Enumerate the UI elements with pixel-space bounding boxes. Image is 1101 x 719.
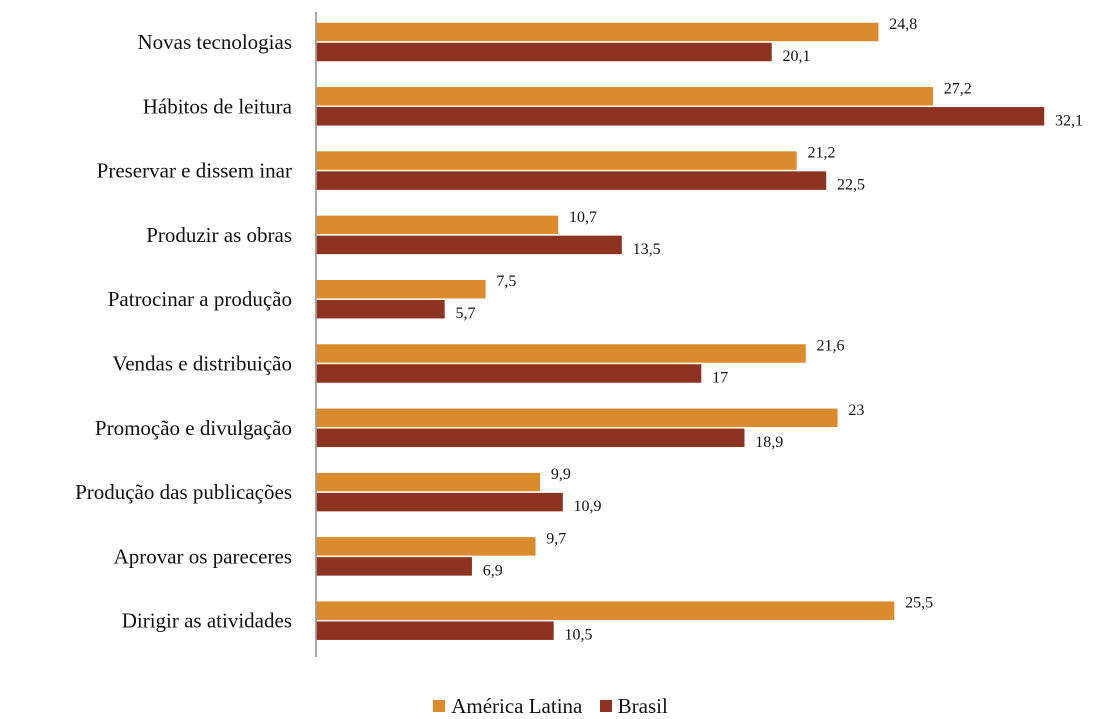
category-labels: Novas tecnologias Hábitos de leitura Prese… xyxy=(75,30,293,633)
bar-america-latina-novas-tecnologias xyxy=(315,21,880,43)
bar-america-latina-producao-das-publicacoes xyxy=(315,471,542,493)
value-label-america-latina-producao-das-publicacoes: 9,9 xyxy=(551,466,571,483)
bar-america-latina-patrocinar-a-producao xyxy=(315,278,488,300)
legend: América Latina Brasil xyxy=(0,693,1101,719)
bars xyxy=(315,21,1046,642)
value-label-america-latina-habitos-de-leitura: 27,2 xyxy=(944,80,972,97)
bar-america-latina-dirigir-as-atividades xyxy=(315,599,896,622)
legend-label-america-latina: América Latina xyxy=(451,693,583,718)
category-label-aprovar-os-pareceres: Aprovar os pareceres xyxy=(114,544,292,568)
value-label-america-latina-novas-tecnologias: 24,8 xyxy=(889,16,917,33)
value-label-america-latina-vendas-e-distribuicao: 21,6 xyxy=(817,338,845,355)
bar-america-latina-aprovar-os-pareceres xyxy=(315,535,538,558)
value-label-brasil-produzir-as-obras: 13,5 xyxy=(633,241,661,258)
bar-brasil-habitos-de-leitura xyxy=(315,105,1046,128)
value-label-america-latina-dirigir-as-atividades: 25,5 xyxy=(905,595,933,612)
value-label-america-latina-preservar-e-dissem-inar: 21,2 xyxy=(807,145,835,162)
category-label-novas-tecnologias: Novas tecnologias xyxy=(137,30,292,54)
bar-brasil-producao-das-publicacoes xyxy=(315,491,565,513)
value-label-america-latina-promocao-e-divulgacao: 23 xyxy=(848,402,864,419)
value-label-america-latina-aprovar-os-pareceres: 9,7 xyxy=(546,530,566,547)
bar-america-latina-vendas-e-distribuicao xyxy=(315,342,808,365)
value-label-america-latina-produzir-as-obras: 10,7 xyxy=(569,209,597,226)
bar-america-latina-produzir-as-obras xyxy=(315,214,560,236)
bar-brasil-patrocinar-a-producao xyxy=(315,298,447,320)
legend-item-america-latina: América Latina xyxy=(433,694,582,719)
bar-america-latina-habitos-de-leitura xyxy=(315,85,935,108)
value-label-brasil-novas-tecnologias: 20,1 xyxy=(782,48,810,65)
category-label-preservar-e-dissem-inar: Preservar e dissem inar xyxy=(97,159,292,183)
value-label-brasil-producao-das-publicacoes: 10,9 xyxy=(574,498,602,515)
value-label-brasil-vendas-e-distribuicao: 17 xyxy=(712,370,728,387)
bar-brasil-aprovar-os-pareceres xyxy=(315,555,474,578)
value-label-brasil-patrocinar-a-producao: 5,7 xyxy=(455,305,475,322)
legend-swatch-america-latina xyxy=(433,700,446,712)
value-label-america-latina-patrocinar-a-producao: 7,5 xyxy=(496,273,516,290)
category-label-dirigir-as-atividades: Dirigir as atividades xyxy=(122,609,292,633)
category-label-patrocinar-a-producao: Patrocinar a produção xyxy=(108,287,292,311)
bar-brasil-novas-tecnologias xyxy=(315,41,774,63)
value-label-brasil-aprovar-os-pareceres: 6,9 xyxy=(483,562,503,579)
bar-brasil-vendas-e-distribuicao xyxy=(315,362,703,385)
legend-item-brasil: Brasil xyxy=(599,693,668,719)
category-label-promocao-e-divulgacao: Promoção e divulgação xyxy=(95,416,292,440)
bar-america-latina-preservar-e-dissem-inar xyxy=(315,149,799,172)
category-label-vendas-e-distribuicao: Vendas e distribuição xyxy=(112,352,292,376)
category-label-producao-das-publicacoes: Produção das publicações xyxy=(75,480,292,504)
legend-label-brasil: Brasil xyxy=(617,693,668,718)
legend-swatch-brasil xyxy=(599,700,612,712)
value-labels: 24,8 20,1 27,2 32,1 21,222,5 10,7 13,5 7,5 5,7 21… xyxy=(455,16,1083,644)
value-label-brasil-preservar-e-dissem-inar: 22,5 xyxy=(837,177,865,194)
value-label-brasil-dirigir-as-atividades: 10,5 xyxy=(564,627,592,644)
value-label-brasil-promocao-e-divulgacao: 18,9 xyxy=(755,434,783,451)
bar-brasil-produzir-as-obras xyxy=(315,234,624,256)
category-label-produzir-as-obras: Produzir as obras xyxy=(146,223,292,247)
bar-brasil-preservar-e-dissem-inar xyxy=(315,169,828,192)
bar-brasil-dirigir-as-atividades xyxy=(315,619,556,642)
category-label-habitos-de-leitura: Hábitos de leitura xyxy=(143,94,293,118)
bar-brasil-promocao-e-divulgacao xyxy=(315,427,746,449)
bar-america-latina-promocao-e-divulgacao xyxy=(315,407,840,429)
value-label-brasil-habitos-de-leitura: 32,1 xyxy=(1055,112,1083,129)
